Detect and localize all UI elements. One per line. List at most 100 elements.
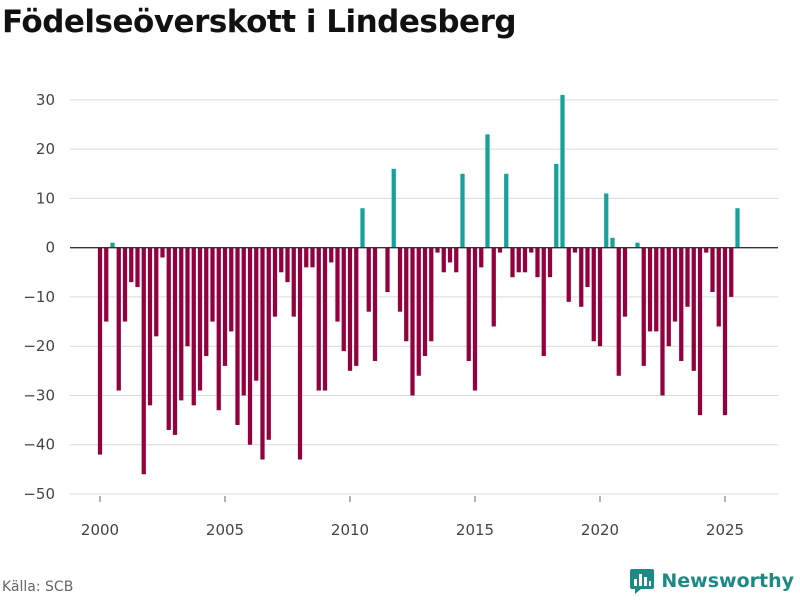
brand-logo: Newsworthy <box>629 568 794 594</box>
bar <box>185 247 190 347</box>
bar <box>497 247 503 253</box>
bar <box>291 247 296 317</box>
bar <box>235 247 240 426</box>
bar <box>216 247 221 411</box>
bar <box>416 247 421 376</box>
bar <box>604 193 609 248</box>
bar <box>591 247 596 342</box>
bar <box>172 247 178 435</box>
bar <box>260 247 265 460</box>
bar <box>516 247 521 273</box>
bar <box>647 247 653 332</box>
bar <box>660 247 665 396</box>
x-tick-label: 2015 <box>456 521 494 539</box>
bar <box>691 247 696 371</box>
bar <box>572 247 578 253</box>
bar <box>104 247 109 322</box>
bar <box>360 208 365 248</box>
bar <box>279 247 284 273</box>
bar <box>347 247 353 371</box>
bar <box>735 208 740 248</box>
bar <box>460 173 465 248</box>
bar <box>210 247 215 322</box>
bar <box>597 247 603 347</box>
y-tick-label: −50 <box>23 485 55 503</box>
bar <box>160 247 165 258</box>
bar <box>679 247 684 361</box>
bar <box>97 247 103 455</box>
bar <box>579 247 584 307</box>
bar <box>547 247 553 278</box>
bar <box>122 247 128 322</box>
bar <box>522 247 528 273</box>
bar <box>485 134 490 248</box>
bar <box>504 173 509 248</box>
bar <box>316 247 321 391</box>
bar <box>141 247 146 475</box>
bar <box>266 247 271 440</box>
bar <box>179 247 184 401</box>
bar <box>435 247 440 253</box>
bar <box>422 247 428 357</box>
bar <box>191 247 196 406</box>
bar <box>447 247 453 263</box>
y-tick-label: 0 <box>45 239 55 257</box>
bar <box>254 247 259 381</box>
chart-title: Födelseöverskott i Lindesberg <box>2 4 517 40</box>
bar <box>385 247 390 292</box>
source-note: Källa: SCB <box>2 579 74 595</box>
bar <box>247 247 253 445</box>
bar <box>229 247 234 332</box>
y-tick-label: −20 <box>23 337 55 355</box>
bar <box>610 237 615 248</box>
bar <box>135 247 140 288</box>
bar <box>466 247 471 361</box>
newsworthy-logo-icon <box>630 569 655 594</box>
bar <box>566 247 571 302</box>
y-tick-label: −40 <box>23 436 55 454</box>
x-tick-label: 2010 <box>331 521 369 539</box>
bar <box>335 247 340 322</box>
bar <box>197 247 203 391</box>
bar <box>722 247 728 416</box>
bar <box>329 247 334 263</box>
bar <box>685 247 690 307</box>
bar <box>541 247 546 357</box>
bar <box>529 247 534 253</box>
bar <box>654 247 659 332</box>
bar <box>410 247 415 396</box>
bar <box>472 247 478 391</box>
bar <box>554 163 559 248</box>
bar <box>272 247 278 317</box>
bar <box>622 247 628 317</box>
bar <box>729 247 734 297</box>
bar <box>154 247 159 337</box>
bar <box>241 247 246 396</box>
x-axis: 2000 2005 2010 2015 2020 2025 <box>81 496 744 539</box>
bar <box>560 94 565 248</box>
bar <box>672 247 678 322</box>
bar <box>341 247 346 352</box>
y-tick-label: 10 <box>36 189 55 207</box>
bar <box>366 247 371 312</box>
x-tick-label: 2000 <box>81 521 119 539</box>
bar <box>147 247 153 406</box>
bar <box>704 247 709 253</box>
bar <box>585 247 590 288</box>
bar <box>491 247 496 327</box>
bar-series <box>97 94 740 475</box>
bar <box>429 247 434 342</box>
brand-name: Newsworthy <box>661 570 794 592</box>
bar <box>166 247 171 430</box>
bar <box>635 242 640 248</box>
bar <box>110 242 115 248</box>
bar <box>710 247 715 292</box>
bar <box>310 247 315 268</box>
y-tick-label: 30 <box>36 91 55 109</box>
x-tick-label: 2005 <box>206 521 244 539</box>
bar <box>397 247 403 312</box>
bar <box>666 247 671 347</box>
bar <box>372 247 378 361</box>
bar <box>404 247 409 342</box>
bar <box>129 247 134 283</box>
